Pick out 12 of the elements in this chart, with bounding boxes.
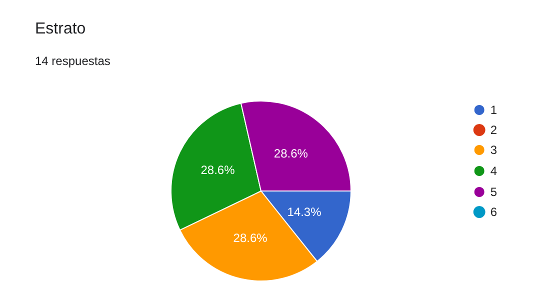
legend-label: 3 xyxy=(490,143,498,157)
text: 14 respuestas xyxy=(35,54,110,68)
data-label: 28.6% xyxy=(274,146,308,160)
legend-label: 5 xyxy=(490,185,498,199)
legend-label: 4 xyxy=(490,164,498,178)
data-label: 14.3% xyxy=(287,204,322,219)
legend-label: 2 xyxy=(490,123,498,137)
data-label: 28.6% xyxy=(200,163,236,178)
data-label: 28.6% xyxy=(233,230,268,245)
chart-title: Estrato xyxy=(35,20,86,38)
legend-label: 1 xyxy=(490,103,498,117)
legend-label: 6 xyxy=(490,205,498,219)
